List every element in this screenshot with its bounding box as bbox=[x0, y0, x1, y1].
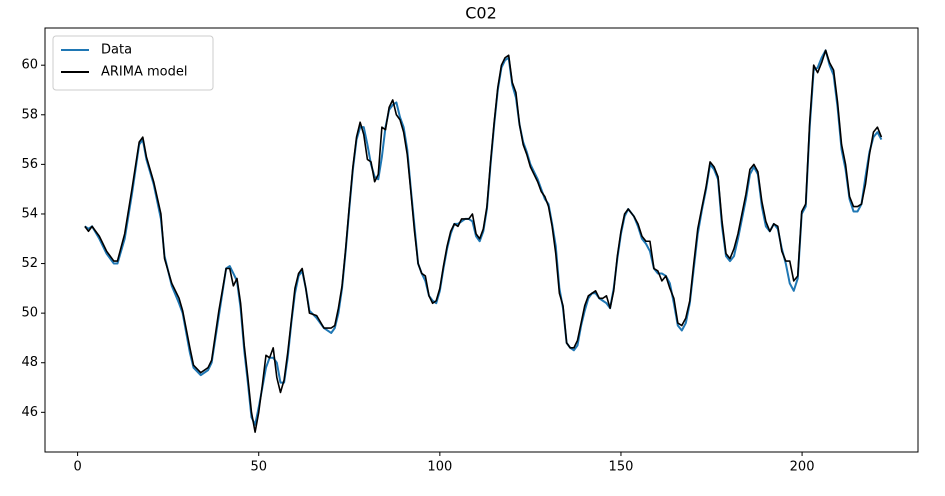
legend-label: Data bbox=[101, 43, 132, 58]
y-tick-label: 60 bbox=[21, 58, 38, 73]
y-tick-label: 56 bbox=[21, 157, 38, 172]
y-tick-label: 46 bbox=[21, 405, 38, 420]
x-tick-label: 150 bbox=[609, 460, 634, 475]
legend: Data ARIMA model bbox=[52, 35, 214, 91]
y-tick-label: 48 bbox=[21, 355, 38, 370]
y-tick-label: 52 bbox=[21, 256, 38, 271]
plot-frame bbox=[44, 27, 919, 453]
x-tick-label: 50 bbox=[250, 460, 267, 475]
y-tick-label: 54 bbox=[21, 206, 38, 221]
legend-label: ARIMA model bbox=[101, 65, 187, 80]
series-line bbox=[84, 49, 883, 433]
legend-box bbox=[52, 35, 214, 91]
chart-title: C02 bbox=[465, 4, 497, 23]
series-line bbox=[84, 49, 883, 426]
x-tick-label: 100 bbox=[427, 460, 452, 475]
y-tick-label: 58 bbox=[21, 107, 38, 122]
x-tick-label: 0 bbox=[73, 460, 81, 475]
x-tick-label: 200 bbox=[790, 460, 815, 475]
y-tick-label: 50 bbox=[21, 306, 38, 321]
